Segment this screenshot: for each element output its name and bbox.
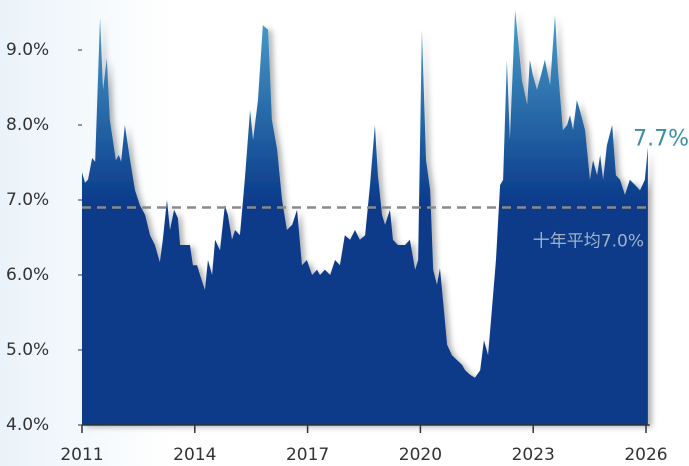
x-tick-label: 2020 <box>399 445 442 465</box>
reference-label: 十年平均7.0% <box>533 232 644 252</box>
x-tick-label: 2026 <box>624 445 667 465</box>
y-tick-label: 9.0% <box>6 40 49 60</box>
y-tick-label: 6.0% <box>6 265 49 285</box>
x-tick-label: 2011 <box>60 445 103 465</box>
y-tick-label: 4.0% <box>6 415 49 435</box>
x-tick-label: 2023 <box>512 445 555 465</box>
end-label: 7.7% <box>633 127 689 152</box>
y-tick-label: 8.0% <box>6 115 49 135</box>
area <box>82 10 648 425</box>
x-tick-label: 2014 <box>173 445 216 465</box>
y-tick-label: 7.0% <box>6 190 49 210</box>
y-tick-label: 5.0% <box>6 340 49 360</box>
x-tick-label: 2017 <box>286 445 329 465</box>
